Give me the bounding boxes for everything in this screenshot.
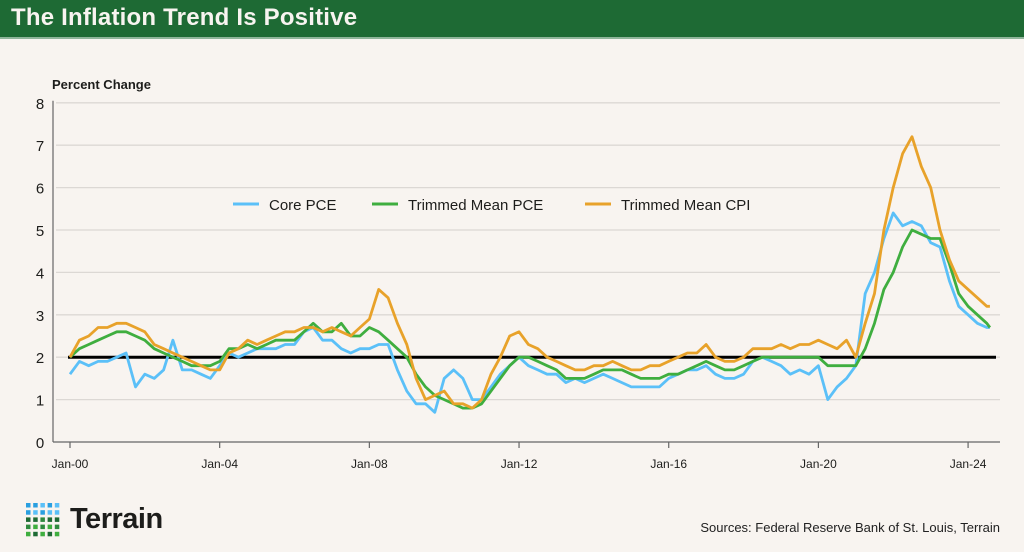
legend-label: Trimmed Mean CPI: [621, 197, 750, 214]
logo-dot: [54, 524, 60, 530]
logo-dot: [47, 510, 53, 515]
logo-dot: [33, 524, 38, 530]
legend-label: Trimmed Mean PCE: [408, 197, 543, 214]
logo-dot: [33, 503, 38, 508]
logo-dot: [33, 510, 38, 515]
logo-dot: [26, 524, 31, 530]
x-tick-label: Jan-20: [800, 457, 837, 471]
source-note: Sources: Federal Reserve Bank of St. Lou…: [700, 520, 1000, 535]
logo-dot: [54, 517, 60, 522]
terrain-logo-icon: [26, 503, 60, 537]
logo-dot: [40, 510, 45, 515]
y-tick-label: 8: [36, 96, 44, 113]
x-tick-label: Jan-24: [950, 457, 987, 471]
series-line-trimmed-mean-cpi: [68, 135, 990, 410]
y-tick-label: 7: [36, 138, 44, 155]
logo-dot: [26, 510, 31, 515]
logo-dot: [33, 531, 38, 537]
terrain-logo-text: Terrain: [70, 503, 163, 535]
logo-dot: [47, 503, 53, 508]
logo-dot: [26, 517, 31, 522]
y-tick-label: 0: [36, 435, 44, 452]
y-tick-label: 1: [36, 393, 44, 410]
x-tick-label: Jan-16: [650, 457, 687, 471]
y-tick-label: 4: [36, 265, 44, 282]
page-title: The Inflation Trend Is Positive: [11, 4, 358, 31]
y-tick-label: 5: [36, 223, 44, 240]
logo-dot: [26, 503, 31, 508]
logo-dot: [54, 503, 60, 508]
x-tick-label: Jan-00: [52, 457, 89, 471]
logo-dot: [40, 517, 45, 522]
x-tick-label: Jan-12: [501, 457, 538, 471]
logo-dot: [54, 510, 60, 515]
logo-dot: [26, 531, 31, 537]
legend-label: Core PCE: [269, 197, 337, 214]
logo-dot: [54, 531, 60, 537]
series-line-core-pce: [68, 211, 990, 414]
y-tick-label: 6: [36, 181, 44, 198]
logo-dot: [40, 524, 45, 530]
logo-dot: [47, 524, 53, 530]
y-tick-label: 2: [36, 350, 44, 367]
x-tick-label: Jan-08: [351, 457, 388, 471]
logo-dot: [33, 517, 38, 522]
title-banner: The Inflation Trend Is Positive: [0, 0, 1024, 39]
y-tick-label: 3: [36, 308, 44, 325]
logo-dot: [47, 517, 53, 522]
logo-dot: [40, 531, 45, 537]
logo-dot: [47, 531, 53, 537]
logo-dot: [40, 503, 45, 508]
series-line-trimmed-mean-pce: [69, 228, 992, 410]
y-axis-label: Percent Change: [52, 77, 151, 92]
x-tick-label: Jan-04: [201, 457, 238, 471]
